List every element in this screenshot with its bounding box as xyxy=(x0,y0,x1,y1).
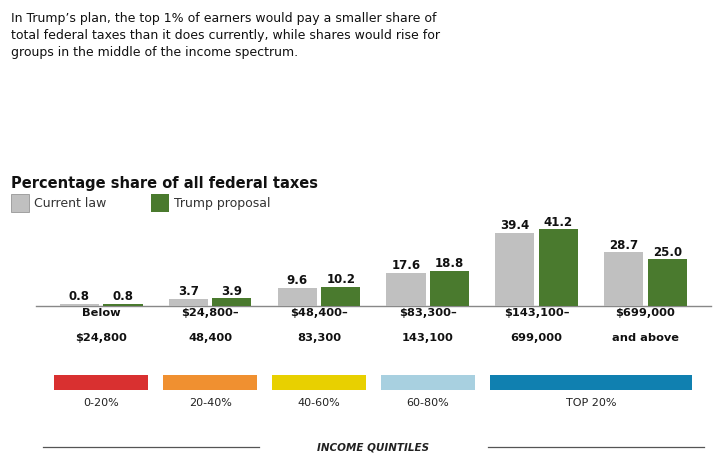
Text: and above: and above xyxy=(612,333,679,343)
Text: 0-20%: 0-20% xyxy=(83,398,119,407)
Bar xyxy=(151,194,169,212)
Text: 40-60%: 40-60% xyxy=(297,398,340,407)
Bar xyxy=(430,271,469,306)
Bar xyxy=(272,375,365,390)
Bar xyxy=(213,298,251,306)
Text: 0.8: 0.8 xyxy=(69,290,90,303)
Bar xyxy=(604,252,643,306)
Text: 83,300: 83,300 xyxy=(297,333,341,343)
Text: 41.2: 41.2 xyxy=(544,216,573,228)
Bar xyxy=(381,375,475,390)
Bar xyxy=(103,304,143,306)
Text: 18.8: 18.8 xyxy=(435,257,464,270)
Text: $48,400–: $48,400– xyxy=(290,308,348,318)
Bar xyxy=(538,229,578,306)
Text: INCOME QUINTILES: INCOME QUINTILES xyxy=(317,442,429,452)
Text: Below: Below xyxy=(82,308,121,318)
Bar xyxy=(386,273,426,306)
Text: 20-40%: 20-40% xyxy=(189,398,231,407)
Text: 3.7: 3.7 xyxy=(178,285,199,298)
Bar xyxy=(321,287,360,306)
Text: In Trump’s plan, the top 1% of earners would pay a smaller share of
total federa: In Trump’s plan, the top 1% of earners w… xyxy=(11,12,439,59)
Text: 17.6: 17.6 xyxy=(391,259,421,272)
Text: Percentage share of all federal taxes: Percentage share of all federal taxes xyxy=(11,176,318,191)
Bar xyxy=(648,259,687,306)
Text: 0.8: 0.8 xyxy=(113,290,134,303)
Text: 699,000: 699,000 xyxy=(510,333,563,343)
Bar xyxy=(495,233,534,306)
Text: 39.4: 39.4 xyxy=(500,219,529,232)
Text: 28.7: 28.7 xyxy=(609,239,638,251)
Bar xyxy=(163,375,257,390)
Text: 143,100: 143,100 xyxy=(402,333,454,343)
Bar xyxy=(55,375,148,390)
Text: Current law: Current law xyxy=(34,196,107,210)
Text: 3.9: 3.9 xyxy=(221,284,243,298)
Text: $24,800: $24,800 xyxy=(75,333,127,343)
Bar xyxy=(490,375,692,390)
Text: $24,800–: $24,800– xyxy=(181,308,239,318)
Text: 48,400: 48,400 xyxy=(188,333,232,343)
Text: 60-80%: 60-80% xyxy=(406,398,449,407)
Text: TOP 20%: TOP 20% xyxy=(566,398,616,407)
Text: $699,000: $699,000 xyxy=(615,308,676,318)
Text: 10.2: 10.2 xyxy=(326,273,355,286)
Text: 9.6: 9.6 xyxy=(286,274,308,287)
Text: 25.0: 25.0 xyxy=(653,245,682,258)
Text: $143,100–: $143,100– xyxy=(504,308,569,318)
Bar xyxy=(60,304,99,306)
Bar xyxy=(11,194,29,212)
Bar xyxy=(278,288,317,306)
Text: $83,300–: $83,300– xyxy=(399,308,457,318)
Text: Trump proposal: Trump proposal xyxy=(174,196,271,210)
Bar xyxy=(169,298,208,306)
